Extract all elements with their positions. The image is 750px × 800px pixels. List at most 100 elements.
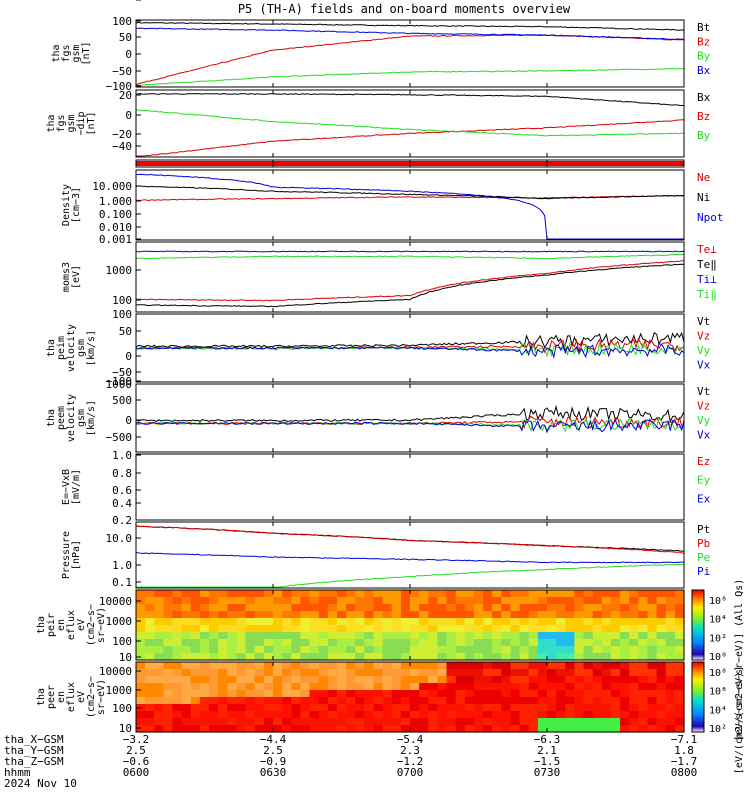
spectrogram-cell <box>355 611 365 619</box>
spectrogram-cell <box>674 669 685 677</box>
spectrogram-cell <box>674 590 685 598</box>
spectrogram-cell <box>583 697 594 705</box>
spectrogram-cell <box>510 646 521 654</box>
spectrogram-cell <box>601 725 612 733</box>
spectrogram-cell <box>629 639 639 647</box>
spectrogram-cell <box>547 618 557 626</box>
spectrogram-cell <box>601 618 612 626</box>
spectrogram-cell <box>300 604 311 612</box>
spectrogram-cell <box>620 704 630 712</box>
spectrogram-cell <box>674 711 685 719</box>
spectrogram-cell <box>382 639 393 647</box>
x-row-label-hhmm: hhmm <box>4 766 31 779</box>
spectrogram-cell <box>245 662 256 670</box>
spectrogram-cell <box>327 618 338 626</box>
spectrogram-cell <box>537 718 548 726</box>
spectrogram-cell <box>227 725 237 733</box>
spectrogram-cell <box>263 632 274 640</box>
spectrogram-cell <box>227 632 237 640</box>
spectrogram-cell <box>263 697 274 705</box>
spectrogram-cell <box>209 632 219 640</box>
series-fgs-gsm-dip-By <box>135 109 685 137</box>
spectrogram-cell <box>537 618 548 626</box>
spectrogram-cell <box>638 711 648 719</box>
spectrogram-cell <box>154 690 164 698</box>
spectrogram-cell <box>172 676 183 684</box>
spectrogram-cell <box>364 662 374 670</box>
spectrogram-cell <box>245 690 256 698</box>
spectrogram-cell <box>236 590 247 598</box>
spectrogram-cell <box>382 669 393 677</box>
spectrogram-cell <box>364 604 374 612</box>
spectrogram-cell <box>382 676 393 684</box>
spectrogram-cell <box>227 662 237 670</box>
spectrogram-cell <box>391 618 402 626</box>
spectrogram-cell <box>583 604 594 612</box>
spectrogram-cell <box>455 590 466 598</box>
spectrogram-cell <box>492 632 502 640</box>
spectrogram-cell <box>528 669 539 677</box>
spectrogram-cell <box>254 718 265 726</box>
spectrogram-cell <box>382 625 393 633</box>
y-axis-label: [nT] <box>81 41 92 65</box>
spectrogram-cell <box>556 711 566 719</box>
spectrogram-cell <box>455 683 466 691</box>
spectrogram-cell <box>218 625 228 633</box>
spectrogram-cell <box>373 669 384 677</box>
spectrogram-cell <box>565 632 575 640</box>
spectrogram-cell <box>181 697 192 705</box>
spectrogram-cell <box>145 639 155 647</box>
spectrogram-cell <box>245 639 256 647</box>
spectrogram-cell <box>209 676 219 684</box>
spectrogram-cell <box>583 639 594 647</box>
spectrogram-cell <box>309 625 320 633</box>
spectrogram-cell <box>236 718 247 726</box>
spectrogram-cell <box>163 653 174 661</box>
spectrogram-cell <box>410 711 420 719</box>
spectrogram-cell <box>638 604 648 612</box>
spectrogram-cell <box>163 676 174 684</box>
spectrogram-cell <box>656 704 667 712</box>
spectrogram-cell <box>382 590 393 598</box>
x-tick-zgsm: −0.6 <box>123 755 150 768</box>
spectrogram-cell <box>273 597 283 605</box>
spectrogram-cell <box>364 718 374 726</box>
spectrogram-cell <box>601 646 612 654</box>
spectrogram-cell <box>382 725 393 733</box>
spectrogram-cell <box>336 653 347 661</box>
spectrogram-cell <box>665 590 676 598</box>
spectrogram-cell <box>656 625 667 633</box>
spectrogram-cell <box>382 718 393 726</box>
spectrogram-cell <box>501 697 511 705</box>
spectrogram-cell <box>190 662 201 670</box>
spectrogram-cell <box>510 653 521 661</box>
spectrogram-cell <box>483 632 493 640</box>
spectrogram-cell <box>391 676 402 684</box>
spectrogram-cell <box>218 653 228 661</box>
y-tick-label: 10 <box>119 722 132 735</box>
spectrogram-cell <box>638 632 648 640</box>
spectrogram-cell <box>263 646 274 654</box>
spectrogram-cell <box>674 597 685 605</box>
spectrogram-cell <box>400 697 411 705</box>
spectrogram-cell <box>254 639 265 647</box>
spectrogram-cell <box>300 711 311 719</box>
spectrogram-cell <box>410 653 420 661</box>
spectrogram-cell <box>492 639 502 647</box>
spectrogram-cell <box>190 639 201 647</box>
y-tick-label: 10.0 <box>106 532 133 545</box>
spectrogram-cell <box>300 676 311 684</box>
spectrogram-cell <box>199 697 210 705</box>
spectrogram-cell <box>638 725 648 733</box>
series-pressure-Pi <box>135 552 684 564</box>
spectrogram-cell <box>382 662 393 670</box>
spectrogram-cell <box>574 618 585 626</box>
series-pressure-Pb <box>135 525 685 554</box>
spectrogram-cell <box>464 639 475 647</box>
series-electron-velocity-Vz <box>136 415 685 431</box>
spectrogram-cell <box>336 683 347 691</box>
spectrogram-cell <box>410 625 420 633</box>
colorbar-tick: 10² <box>709 633 727 644</box>
spectrogram-cell <box>382 604 393 612</box>
spectrogram-cell <box>410 618 420 626</box>
